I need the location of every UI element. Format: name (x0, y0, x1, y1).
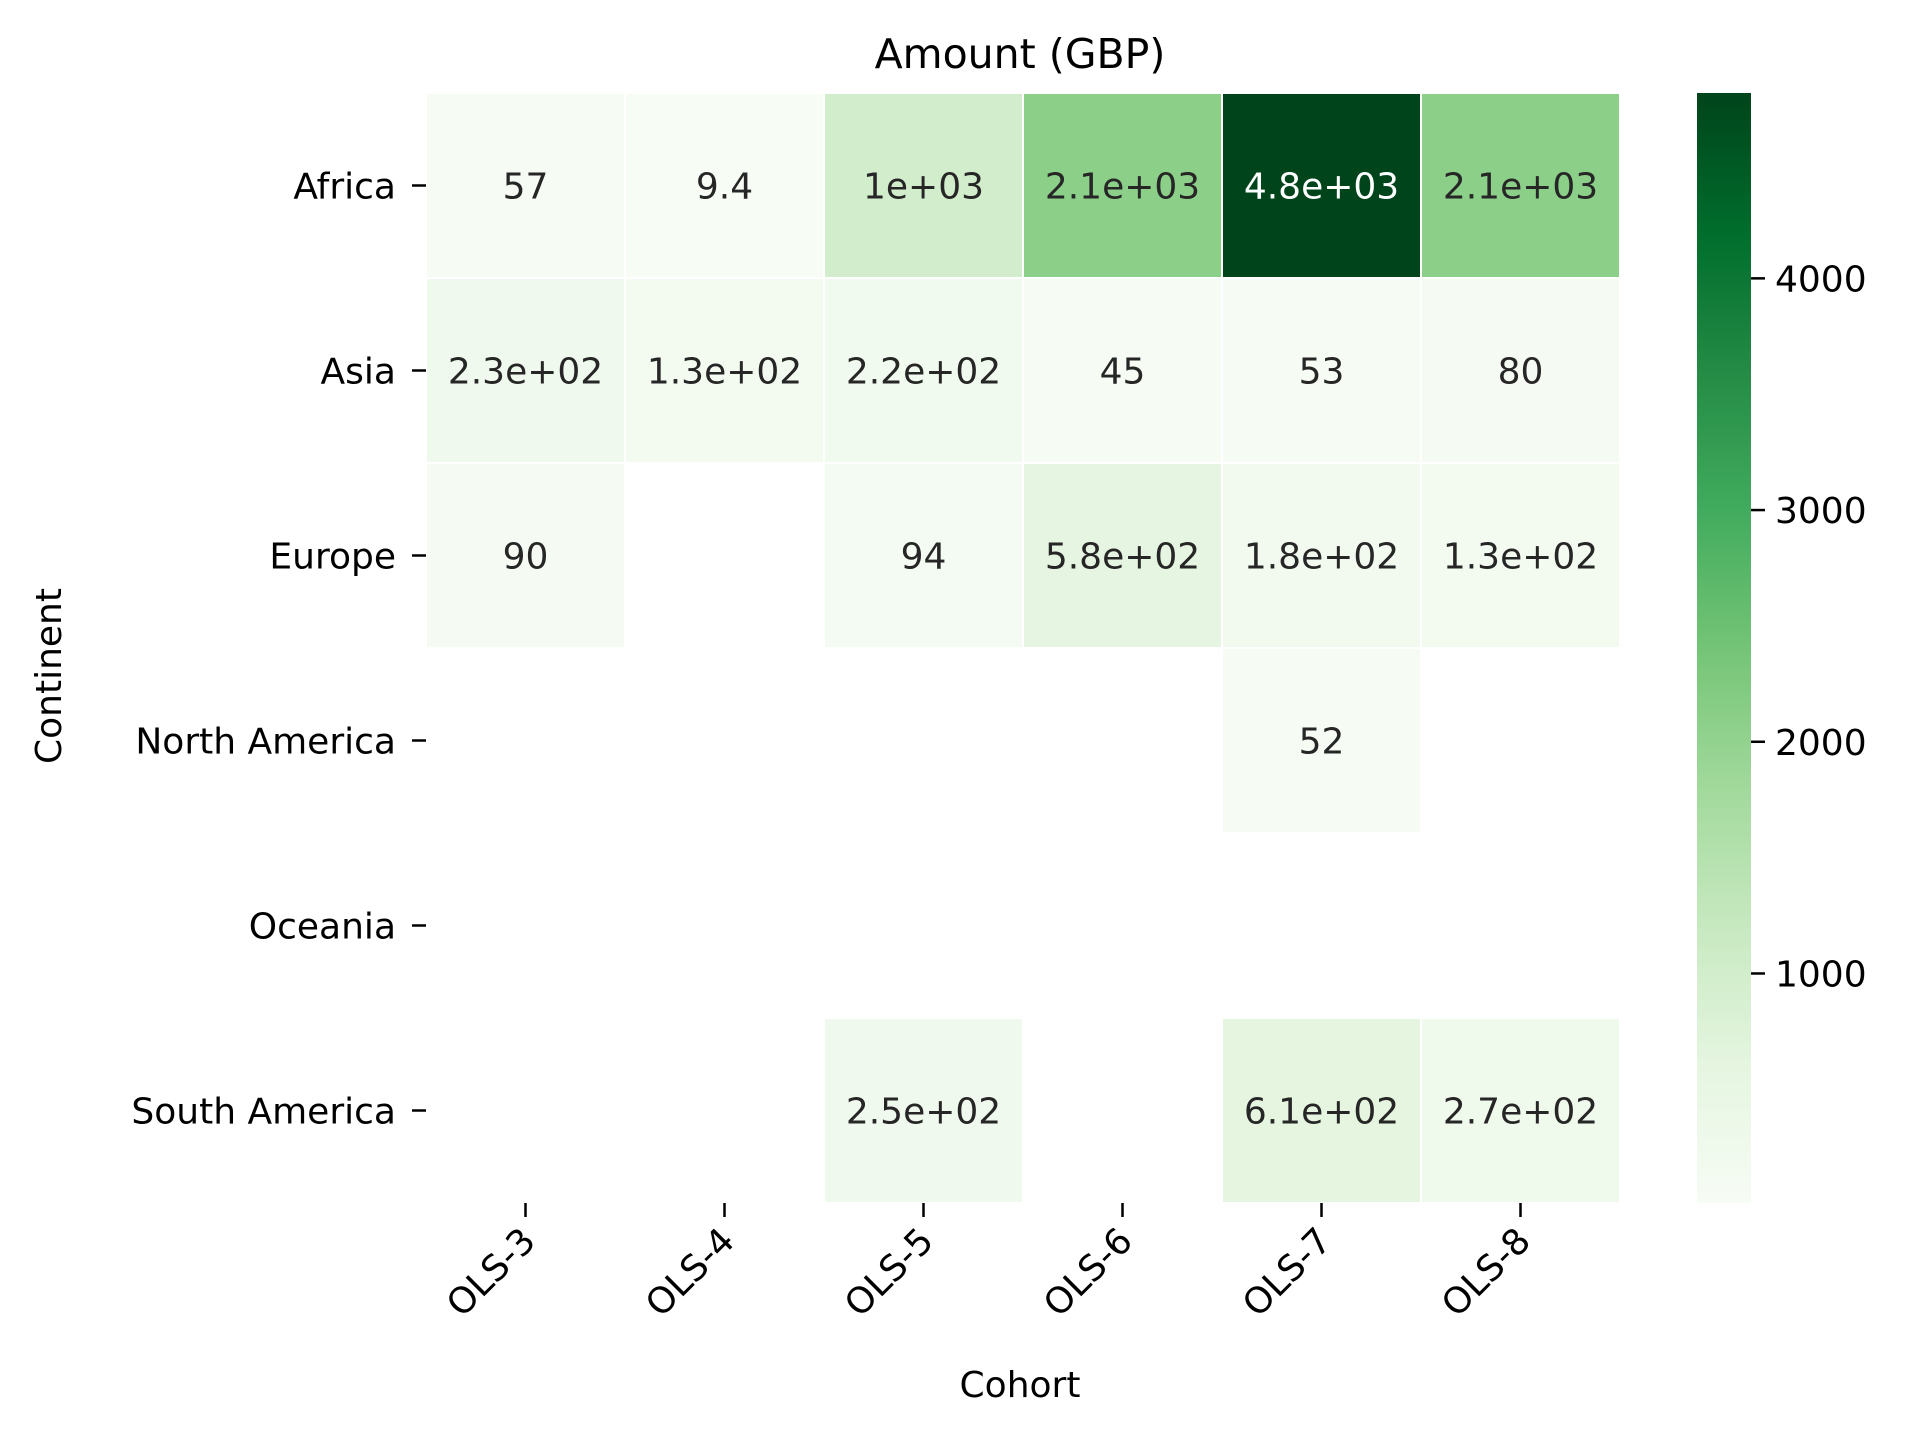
x-tick-label: OLS-5 (837, 1220, 942, 1325)
heatmap-cell (425, 92, 626, 279)
heatmap-cell (624, 92, 825, 279)
heatmap-cell (1022, 92, 1223, 279)
x-tick-label: OLS-7 (1235, 1220, 1340, 1325)
cell-value-label: 6.1e+02 (1244, 1092, 1399, 1133)
colorbar: 1000 2000 3000 4000 (1697, 93, 1867, 1203)
y-tick-label: Africa (293, 167, 396, 208)
cell-value-label: 52 (1299, 722, 1345, 763)
heatmap-cell (1221, 92, 1422, 279)
y-tick-label: Oceania (249, 907, 396, 948)
cell-value-label: 1e+03 (863, 167, 984, 208)
x-tick-label: OLS-3 (439, 1220, 544, 1325)
heatmap-cell (1420, 92, 1621, 279)
cell-value-label: 2.3e+02 (448, 352, 603, 393)
heatmap-cell (1221, 462, 1422, 649)
cell-value-label: 4.8e+03 (1244, 167, 1399, 208)
y-axis: Africa Asia Europe North America Oceania Sout… (131, 167, 426, 1133)
heatmap-cell (1420, 1017, 1621, 1204)
heatmap-cell (1221, 647, 1422, 834)
cell-value-label: 2.1e+03 (1443, 167, 1598, 208)
y-tick-label: Asia (321, 352, 396, 393)
x-axis: OLS-3 OLS-4 OLS-5 OLS-6 OLS-7 OLS-8 (439, 1203, 1539, 1325)
cell-value-label: 2.1e+03 (1045, 167, 1200, 208)
x-tick-label: OLS-4 (638, 1220, 743, 1325)
heatmap-cell (1221, 1017, 1422, 1204)
y-tick-label: South America (131, 1092, 396, 1133)
colorbar-gradient (1697, 93, 1751, 1203)
cell-value-label: 57 (503, 167, 549, 208)
heatmap-cell (823, 92, 1024, 279)
cell-value-label: 94 (901, 537, 947, 578)
y-axis-label: Continent (29, 588, 70, 764)
x-axis-label: Cohort (960, 1365, 1081, 1406)
colorbar-tick-label: 1000 (1775, 954, 1867, 995)
heatmap-cell (1420, 462, 1621, 649)
cell-value-label: 90 (503, 537, 549, 578)
heatmap-cell (823, 1017, 1024, 1204)
cell-value-label: 2.2e+02 (846, 352, 1001, 393)
colorbar-ticks: 1000 2000 3000 4000 (1751, 259, 1867, 995)
heatmap-cell (624, 277, 825, 464)
cell-value-label: 53 (1299, 352, 1345, 393)
heatmap-cell (1022, 277, 1223, 464)
colorbar-tick-label: 4000 (1775, 259, 1867, 300)
cell-value-label: 1.3e+02 (1443, 537, 1598, 578)
x-tick-label: OLS-6 (1036, 1220, 1141, 1325)
heatmap-cell (1420, 277, 1621, 464)
heatmap-cell (425, 462, 626, 649)
heatmap-cell-labels: 57 9.4 1e+03 2.1e+03 4.8e+03 2.1e+03 2.3e+02 1.… (448, 167, 1598, 1133)
colorbar-tick-label: 2000 (1775, 723, 1867, 764)
cell-value-label: 80 (1498, 352, 1544, 393)
cell-value-label: 2.7e+02 (1443, 1092, 1598, 1133)
x-tick-label: OLS-8 (1434, 1220, 1539, 1325)
cell-value-label: 45 (1100, 352, 1146, 393)
cell-value-label: 2.5e+02 (846, 1092, 1001, 1133)
colorbar-tick-label: 3000 (1775, 491, 1867, 532)
cell-value-label: 5.8e+02 (1045, 537, 1200, 578)
heatmap-cells (425, 92, 1621, 1204)
cell-value-label: 1.3e+02 (647, 352, 802, 393)
cell-value-label: 1.8e+02 (1244, 537, 1399, 578)
y-tick-label: North America (135, 722, 396, 763)
chart-title: Amount (GBP) (875, 30, 1166, 78)
cell-value-label: 9.4 (696, 167, 753, 208)
heatmap-cell (1022, 462, 1223, 649)
y-tick-label: Europe (269, 537, 396, 578)
heatmap-cell (823, 462, 1024, 649)
